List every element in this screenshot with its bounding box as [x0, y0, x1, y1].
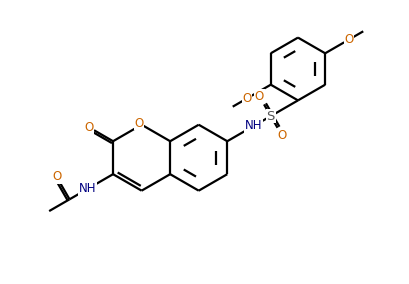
Text: O: O [84, 121, 94, 134]
Text: O: O [277, 130, 286, 143]
Text: NH: NH [244, 120, 262, 132]
Text: NH: NH [79, 182, 96, 195]
Text: O: O [344, 33, 353, 46]
Text: O: O [242, 92, 251, 105]
Text: O: O [52, 170, 61, 183]
Text: O: O [254, 90, 263, 103]
Text: S: S [266, 110, 274, 123]
Text: O: O [134, 117, 144, 130]
